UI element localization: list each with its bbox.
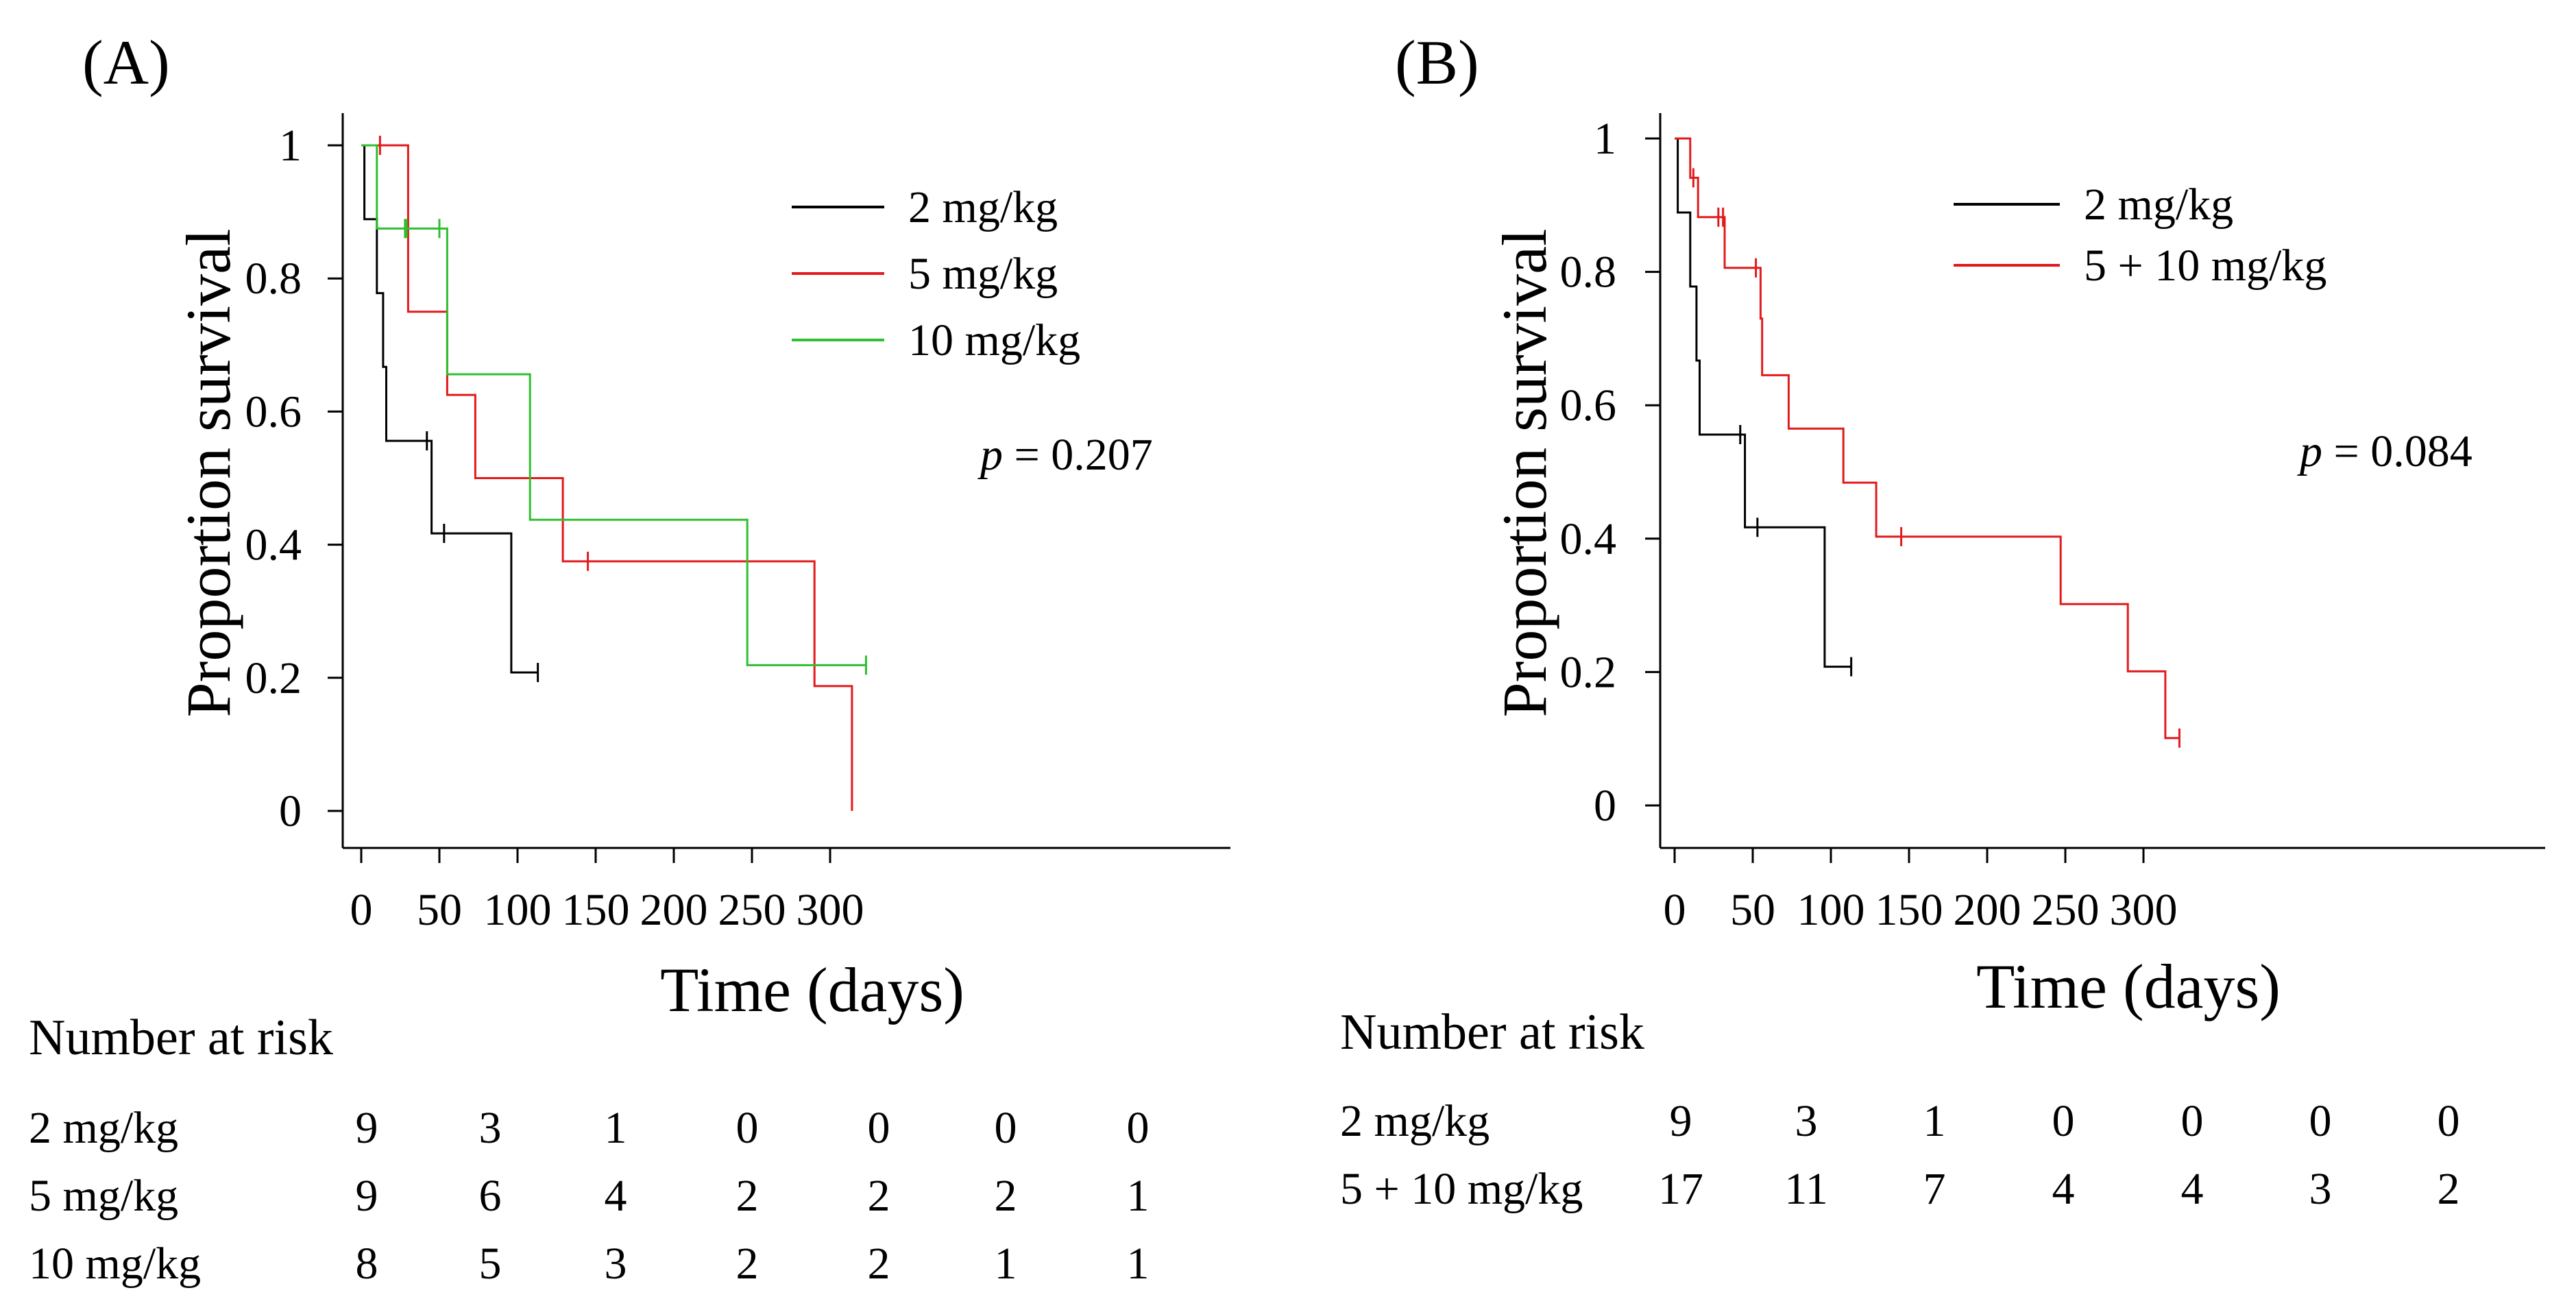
risk-value: 7 <box>1923 1164 1946 1214</box>
risk-value: 0 <box>2181 1096 2204 1146</box>
x-tick-label: 50 <box>1730 885 1775 935</box>
legend-label: 5 mg/kg <box>908 249 1058 299</box>
risk-value: 8 <box>356 1239 378 1289</box>
y-tick-label: 0.4 <box>1560 514 1617 564</box>
risk-table: Number at risk 2 mg/kg 9 3 1 0 0 0 0 5 + 10 mg/k… <box>1340 1004 2460 1214</box>
y-axis-title: Proportion survival <box>1490 229 1559 718</box>
x-tick-label: 300 <box>797 885 864 935</box>
y-tick-label: 0.6 <box>245 387 302 437</box>
risk-value: 1 <box>1127 1171 1150 1221</box>
y-tick-label: 1 <box>1594 114 1616 164</box>
y-tick-label: 0.2 <box>1560 647 1617 697</box>
risk-value: 17 <box>1658 1164 1703 1214</box>
panel-label: (A) <box>82 27 170 97</box>
x-tick-label: 0 <box>350 885 373 935</box>
x-tick-label: 200 <box>1954 885 2021 935</box>
risk-value: 11 <box>1784 1164 1828 1214</box>
y-tick-label: 0.6 <box>1560 380 1617 430</box>
x-axis-title: Time (days) <box>1976 951 2281 1021</box>
risk-row-label: 5 + 10 mg/kg <box>1340 1164 1583 1214</box>
y-tick-label: 0.2 <box>245 653 302 703</box>
x-tick-label: 100 <box>484 885 552 935</box>
risk-row-label: 10 mg/kg <box>29 1239 201 1289</box>
risk-value: 2 <box>736 1171 759 1221</box>
x-axis-title: Time (days) <box>660 955 964 1025</box>
risk-value: 0 <box>868 1103 890 1153</box>
survival-curve-2-mg-kg <box>361 144 538 674</box>
risk-value: 4 <box>2052 1164 2075 1214</box>
risk-value: 1 <box>1923 1096 1946 1146</box>
risk-value: 5 <box>479 1239 502 1289</box>
risk-value: 1 <box>605 1103 627 1153</box>
x-tick-label: 250 <box>2032 885 2100 935</box>
risk-value: 0 <box>1127 1103 1150 1153</box>
y-tick-label: 0.8 <box>245 254 302 304</box>
risk-value: 9 <box>356 1171 378 1221</box>
p-value: = 0.084 <box>2322 426 2472 476</box>
risk-value: 0 <box>2438 1096 2460 1146</box>
legend: 2 mg/kg 5 mg/kg 10 mg/kg <box>792 182 1080 365</box>
panel-b: (B) Proportion survival Time (days) p = … <box>1340 27 2545 1214</box>
survival-curve-5-10-mg-kg <box>1675 137 2180 740</box>
risk-value: 2 <box>995 1171 1017 1221</box>
risk-row-label: 5 mg/kg <box>29 1171 178 1221</box>
x-tick-label: 150 <box>562 885 630 935</box>
risk-value: 3 <box>479 1103 502 1153</box>
y-tick-label: 1 <box>279 121 302 171</box>
risk-value: 3 <box>1795 1096 1818 1146</box>
x-tick-label: 100 <box>1797 885 1865 935</box>
risk-value: 9 <box>1670 1096 1692 1146</box>
risk-table: Number at risk 2 mg/kg 9 3 1 0 0 0 0 5 mg/kg 9 6 4 2… <box>29 1010 1150 1289</box>
risk-value: 1 <box>995 1239 1017 1289</box>
risk-value: 2 <box>868 1239 890 1289</box>
risk-value: 2 <box>2438 1164 2460 1214</box>
x-tick-label: 200 <box>640 885 708 935</box>
y-axis-title: Proportion survival <box>173 229 243 718</box>
risk-row-label: 2 mg/kg <box>1340 1096 1490 1146</box>
p-value: = 0.207 <box>1003 430 1153 480</box>
risk-value: 4 <box>605 1171 627 1221</box>
x-tick-label: 300 <box>2110 885 2178 935</box>
y-tick-label: 0 <box>1594 781 1616 831</box>
risk-value: 6 <box>479 1171 502 1221</box>
legend-label: 5 + 10 mg/kg <box>2084 241 2326 291</box>
x-tick-label: 50 <box>417 885 462 935</box>
legend-label: 2 mg/kg <box>2084 180 2233 230</box>
panel-label: (B) <box>1395 27 1479 97</box>
legend-label: 10 mg/kg <box>908 315 1080 365</box>
risk-value: 3 <box>2309 1164 2332 1214</box>
risk-value: 0 <box>736 1103 759 1153</box>
survival-curve-10-mg-kg <box>361 144 866 666</box>
legend-label: 2 mg/kg <box>908 182 1058 232</box>
y-tick-label: 0.8 <box>1560 247 1617 297</box>
risk-value: 2 <box>736 1239 759 1289</box>
risk-table-title: Number at risk <box>1340 1004 1644 1060</box>
risk-value: 1 <box>1127 1239 1150 1289</box>
p-symbol: p <box>977 430 1003 480</box>
risk-table-title: Number at risk <box>29 1010 333 1066</box>
p-value-label: p = 0.207 <box>977 430 1153 480</box>
risk-value: 3 <box>605 1239 627 1289</box>
risk-value: 9 <box>356 1103 378 1153</box>
panel-a: (A) Proportion survival Time (days) p = … <box>29 27 1230 1289</box>
risk-row-label: 2 mg/kg <box>29 1103 178 1153</box>
risk-value: 4 <box>2181 1164 2204 1214</box>
survival-curve-2-mg-kg <box>1675 137 1851 668</box>
legend: 2 mg/kg 5 + 10 mg/kg <box>1954 180 2326 291</box>
risk-value: 2 <box>868 1171 890 1221</box>
x-tick-label: 250 <box>718 885 786 935</box>
risk-value: 0 <box>995 1103 1017 1153</box>
p-symbol: p <box>2297 426 2322 476</box>
risk-value: 0 <box>2309 1096 2332 1146</box>
p-value-label: p = 0.084 <box>2297 426 2472 476</box>
y-tick-label: 0.4 <box>245 520 302 570</box>
y-tick-label: 0 <box>279 786 302 836</box>
risk-value: 0 <box>2052 1096 2075 1146</box>
survival-curve-5-mg-kg <box>361 144 853 811</box>
x-tick-label: 150 <box>1875 885 1943 935</box>
x-tick-label: 0 <box>1664 885 1686 935</box>
